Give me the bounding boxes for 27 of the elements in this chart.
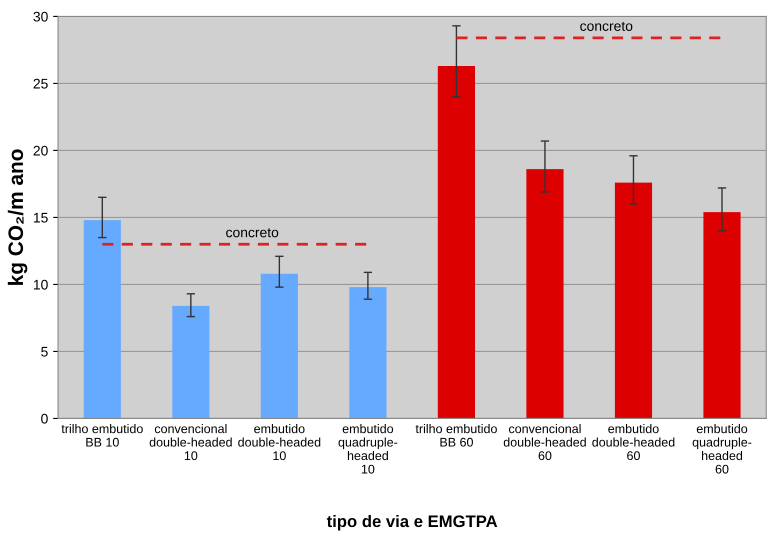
y-tick-label: 10 bbox=[34, 280, 48, 290]
bar bbox=[260, 274, 298, 418]
y-tick-label: 30 bbox=[33, 12, 48, 22]
x-tick-label: trilho embutido BB 10 bbox=[62, 424, 143, 447]
y-tick-label: 0 bbox=[41, 414, 48, 424]
x-tick-label: embutido quadruple- headed 60 bbox=[692, 424, 752, 474]
bar bbox=[349, 287, 386, 418]
y-tick-label: 25 bbox=[34, 78, 48, 89]
y-tick-label: 20 bbox=[34, 146, 48, 156]
x-axis-title: tipo de via e EMGTPA bbox=[326, 514, 498, 530]
y-tick-label: 5 bbox=[41, 346, 48, 357]
bar bbox=[526, 169, 564, 418]
y-axis-title: kg CO₂/m ano bbox=[8, 149, 28, 285]
x-tick-label: trilho embutido BB 60 bbox=[416, 424, 497, 447]
x-tick-label: embutido double-headed 60 bbox=[592, 424, 674, 460]
bar bbox=[703, 212, 741, 418]
y-tick-label: 15 bbox=[34, 212, 48, 223]
annotation: concreto bbox=[226, 228, 278, 238]
bar bbox=[84, 220, 121, 418]
x-tick-label: embutido quadruple- headed 10 bbox=[338, 424, 398, 474]
bar bbox=[614, 182, 652, 418]
bar bbox=[172, 306, 210, 418]
x-tick-label: embutido double-headed 10 bbox=[238, 424, 320, 460]
x-tick-label: convencional double-headed 60 bbox=[504, 424, 586, 460]
x-tick-label: convencional double-headed 10 bbox=[150, 424, 232, 460]
bar bbox=[438, 66, 476, 418]
annotation: concreto bbox=[580, 22, 632, 31]
